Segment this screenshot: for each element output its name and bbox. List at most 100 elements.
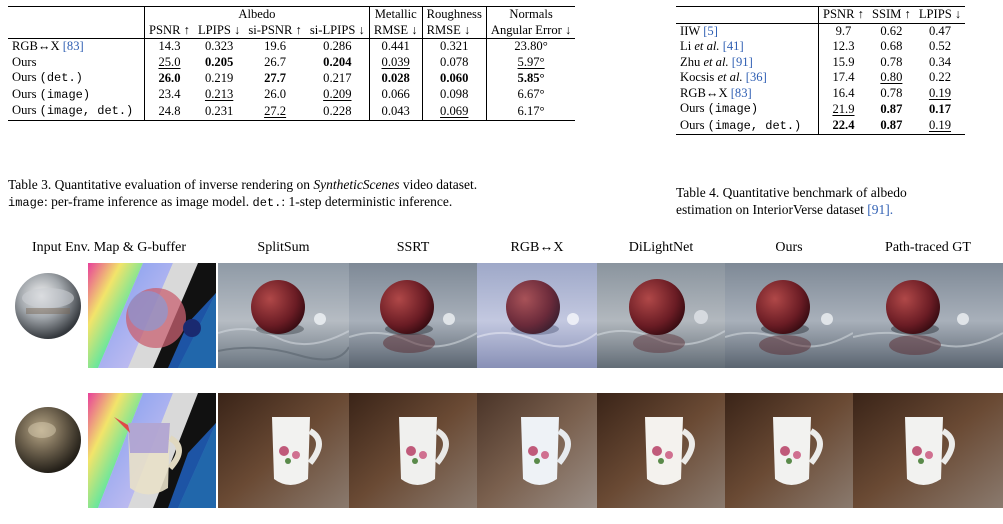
t3-cell: 26.0 [158, 70, 181, 85]
render-ssrt-2 [349, 393, 477, 508]
citation-link[interactable]: [83] [62, 39, 84, 53]
t3-group-normals: Normals [485, 6, 576, 23]
t4-row: Ours (image) 21.9 0.87 0.17 [676, 101, 965, 118]
t3-cell: 25.0 [158, 54, 181, 69]
render-splitsum-2 [218, 393, 349, 508]
t3-cell: 23.4 [158, 87, 181, 101]
t4-row-label: Ours (image) [680, 101, 759, 116]
t4-cell: 0.19 [928, 118, 952, 132]
label-path-traced-gt: Path-traced GT [885, 240, 971, 255]
render-dilightnet-2 [597, 393, 725, 508]
t3-group-metallic: Metallic [368, 6, 423, 23]
t4-row-label: Li et al. [41] [680, 39, 744, 53]
table-4: PSNR ↑ SSIM ↑ LPIPS ↓ IIW [5] 9.7 0.62 0.47… [676, 6, 966, 135]
t4-row: RGB↔X [83] 16.4 0.78 0.19 [676, 85, 965, 101]
t4-row: Ours (image, det.) 22.4 0.87 0.19 [676, 117, 965, 135]
render-ssrt-1 [349, 263, 477, 368]
t3-row: RGB↔X [83] 14.3 0.323 19.6 0.286 0.441 0.321 23… [8, 38, 576, 55]
label-rgbx: RGB↔X [510, 240, 564, 255]
g-buffer-1 [88, 263, 216, 368]
t3-sub-sipsnr: si-PSNR ↑ [248, 22, 302, 37]
t3-group-albedo: Albedo [144, 6, 370, 23]
t3-sub-roughness-rmse: RMSE ↓ [421, 22, 487, 39]
t4-row: Li et al. [41] 12.3 0.68 0.52 [676, 39, 965, 55]
t3-row: Ours (image, det.) 24.8 0.231 27.2 0.228 0.04… [8, 103, 576, 120]
t3-cell: 27.7 [264, 70, 287, 85]
t3-sub-angular-error: Angular Error ↓ [485, 22, 576, 39]
t4-row: Kocsis et al. [36] 17.4 0.80 0.22 [676, 70, 965, 86]
table-4-caption: Table 4. Quantitative benchmark of albed… [676, 184, 996, 218]
t4-cell: 0.80 [880, 70, 903, 84]
t3-sub-lpips: LPIPS ↓ [197, 22, 241, 37]
g-buffer-2 [88, 393, 216, 508]
t4-cell: 0.34 [928, 54, 952, 69]
t3-row-label: Ours (image) [12, 86, 91, 102]
t3-cell: 26.0 [264, 87, 287, 101]
citation-link[interactable]: [41] [722, 39, 744, 53]
t4-header-lpips: LPIPS ↓ [918, 7, 962, 21]
t3-cell: 5.85° [517, 70, 545, 85]
t3-cell: 0.231 [204, 103, 234, 118]
t4-cell: 0.78 [880, 85, 903, 100]
t3-cell: 0.213 [204, 87, 234, 101]
t4-cell: 0.87 [880, 118, 903, 132]
t4-cell: 17.4 [832, 70, 855, 84]
t3-cell: 0.028 [381, 70, 410, 85]
t3-cell: 0.228 [323, 103, 352, 118]
t3-sub-psnr: PSNR ↑ [143, 22, 194, 39]
t3-cell: 6.17° [517, 103, 545, 118]
figure: Input Env. Map & G-buffer SplitSum SSRT … [0, 240, 1003, 524]
citation-link[interactable]: [91] [731, 54, 753, 69]
t3-cell: 23.80° [514, 39, 548, 53]
t4-row: IIW [5] 9.7 0.62 0.47 [676, 23, 965, 39]
t3-cell: 0.205 [204, 54, 234, 69]
t4-cell: 0.62 [880, 23, 903, 38]
t4-cell: 0.47 [928, 23, 952, 38]
t3-cell: 0.204 [323, 54, 352, 69]
t4-cell: 15.9 [832, 54, 855, 69]
t3-cell: 0.039 [381, 54, 410, 69]
t3-cell: 27.2 [264, 103, 287, 118]
t3-cell: 0.217 [323, 70, 352, 85]
t4-row-label: IIW [5] [680, 23, 718, 38]
t4-cell: 0.68 [880, 39, 903, 53]
t4-row-label: Ours (image, det.) [680, 117, 802, 133]
t3-cell: 0.219 [204, 70, 234, 85]
t3-row: Ours 25.0 0.205 26.7 0.204 0.039 0.078 5.97° [8, 54, 576, 70]
t4-cell: 0.87 [880, 101, 903, 116]
t4-cell: 9.7 [835, 23, 852, 38]
t4-row: Zhu et al. [91] 15.9 0.78 0.34 [676, 54, 965, 70]
t3-cell: 0.209 [323, 87, 352, 101]
render-dilightnet-1 [597, 263, 725, 368]
t4-row-label: RGB↔X [83] [680, 85, 752, 100]
t3-cell: 24.8 [158, 103, 181, 118]
t3-cell: 26.7 [264, 54, 287, 69]
table-3-caption-line1: Table 3. Quantitative evaluation of inve… [8, 177, 478, 192]
t3-cell: 0.286 [323, 39, 352, 53]
t4-cell: 0.17 [928, 101, 952, 116]
t4-cell: 0.22 [928, 70, 952, 84]
t3-cell: 14.3 [158, 39, 181, 53]
t3-row: Ours (det.) 26.0 0.219 27.7 0.217 0.028 0.060 5… [8, 70, 576, 87]
t4-cell: 22.4 [832, 118, 855, 132]
citation-link[interactable]: [5] [703, 23, 718, 38]
t3-cell: 0.323 [204, 39, 234, 53]
t3-row-label: Ours (det.) [12, 70, 83, 85]
t3-cell: 0.441 [381, 39, 410, 53]
render-splitsum-1 [218, 263, 349, 368]
table-3-caption-line2: image: per-frame inference as image mode… [8, 194, 453, 210]
t3-sub-metallic-rmse: RMSE ↓ [368, 22, 423, 39]
render-rgbx-1 [477, 263, 597, 368]
t3-cell: 0.060 [440, 70, 469, 85]
render-rgbx-2 [477, 393, 597, 508]
table-3: Albedo Metallic Roughness Normals PSNR ↑… [8, 6, 576, 121]
citation-link[interactable]: [83] [730, 85, 752, 100]
t4-cell: 0.52 [928, 39, 952, 53]
t3-cell: 0.078 [440, 54, 469, 69]
env-map-sphere-2 [12, 400, 88, 480]
env-map-sphere-1 [12, 268, 88, 348]
t4-cell: 0.78 [880, 54, 903, 69]
label-input: Input Env. Map & G-buffer [32, 240, 186, 255]
citation-link[interactable]: [36] [745, 70, 767, 84]
label-dilightnet: DiLightNet [628, 240, 694, 255]
